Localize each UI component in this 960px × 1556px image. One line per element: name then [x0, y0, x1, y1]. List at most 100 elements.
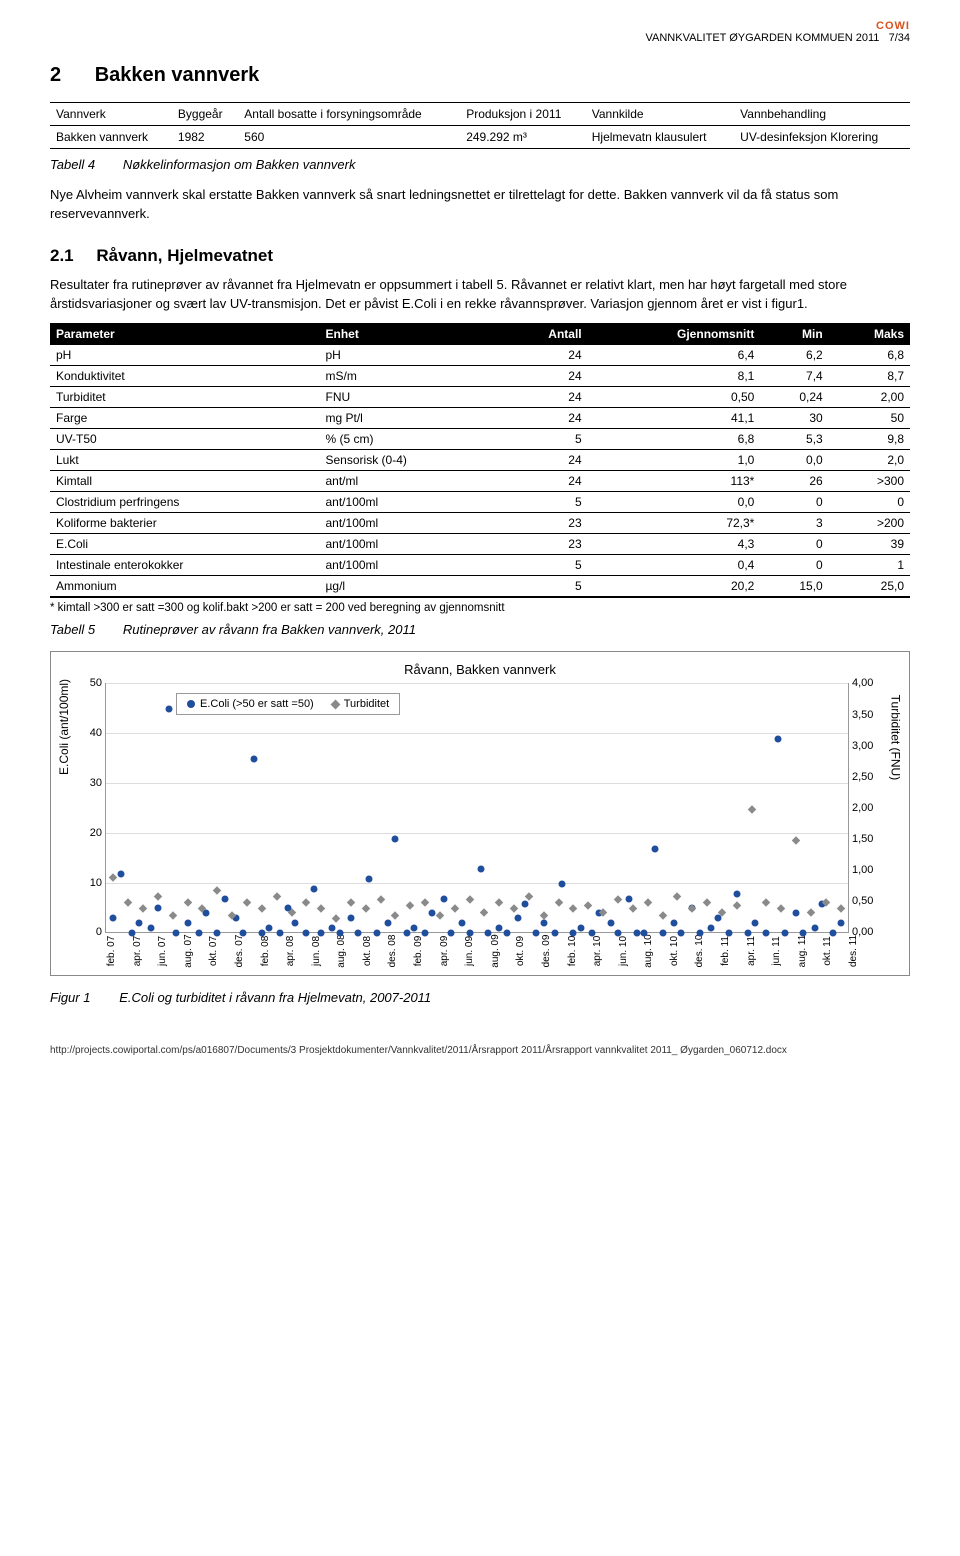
- data-table-cell: 0,50: [588, 387, 761, 408]
- chart-point: [136, 915, 143, 930]
- chart-y2tick: 4,00: [852, 677, 886, 689]
- legend-marker-circle: [187, 700, 195, 708]
- data-table-cell: 6,4: [588, 345, 761, 366]
- chart-point: [793, 905, 800, 920]
- data-table-cell: 30: [760, 408, 828, 429]
- data-table-cell: 20,2: [588, 576, 761, 598]
- data-table-cell: 4,3: [588, 534, 761, 555]
- data-table-row: pHpH246,46,26,8: [50, 345, 910, 366]
- chart-point: [170, 906, 176, 921]
- chart-point: [266, 920, 273, 935]
- data-table-cell: 113*: [588, 471, 761, 492]
- data-table-cell: % (5 cm): [320, 429, 500, 450]
- chart-point: [781, 925, 788, 940]
- data-table-cell: Clostridium perfringens: [50, 492, 320, 513]
- chart-ytick: 10: [76, 877, 102, 889]
- chart-xtick: jun. 09: [464, 936, 475, 966]
- chart-point: [800, 925, 807, 940]
- chart-y2label: Turbiditet (FNU): [889, 695, 903, 781]
- page-number: 7/34: [889, 32, 910, 44]
- chart-point: [422, 925, 429, 940]
- data-table-cell: 9,8: [829, 429, 910, 450]
- data-table-cell: Sensorisk (0-4): [320, 450, 500, 471]
- data-table-cell: 0: [760, 534, 828, 555]
- tabell4-text: Nøkkelinformasjon om Bakken vannverk: [123, 157, 356, 172]
- chart-y2tick: 3,00: [852, 740, 886, 752]
- table-footnote: * kimtall >300 er satt =300 og kolif.bak…: [50, 602, 910, 614]
- subsection-heading: 2.1 Råvann, Hjelmevatnet: [50, 246, 910, 266]
- chart-point: [355, 925, 362, 940]
- data-table-cell: 39: [829, 534, 910, 555]
- chart-point: [184, 915, 191, 930]
- chart-point: [585, 897, 591, 912]
- data-table-cell: 26: [760, 471, 828, 492]
- chart-point: [570, 900, 576, 915]
- tabell5-label: Tabell 5: [50, 622, 112, 637]
- chart-xtick: des. 11: [848, 935, 859, 967]
- subsection-number: 2.1: [50, 246, 74, 265]
- data-table-cell: 24: [500, 345, 588, 366]
- chart-xtick: jun. 08: [311, 936, 322, 966]
- chart-point: [837, 915, 844, 930]
- chart-point: [384, 915, 391, 930]
- chart-point: [633, 925, 640, 940]
- chart-xtick: apr. 09: [439, 936, 450, 967]
- chart-xtick: feb. 09: [413, 936, 424, 967]
- chart-point: [660, 906, 666, 921]
- chart-xtick: okt. 09: [515, 936, 526, 966]
- chart-point: [333, 909, 339, 924]
- info-table-header: Vannbehandling: [734, 103, 910, 126]
- chart-point: [678, 925, 685, 940]
- chart-point: [645, 894, 651, 909]
- chart-point: [185, 894, 191, 909]
- data-table-header: Antall: [500, 323, 588, 345]
- legend-ecoli: E.Coli (>50 er satt =50): [187, 698, 314, 710]
- data-table-cell: µg/l: [320, 576, 500, 598]
- data-table-cell: 3: [760, 513, 828, 534]
- data-table-cell: ant/100ml: [320, 492, 500, 513]
- data-table-row: Kimtallant/ml24113*26>300: [50, 471, 910, 492]
- legend-turb-label: Turbiditet: [344, 698, 389, 710]
- chart-point: [259, 900, 265, 915]
- chart-point: [600, 903, 606, 918]
- data-table-row: KonduktivitetmS/m248,17,48,7: [50, 366, 910, 387]
- chart-point: [570, 925, 577, 940]
- chart: E.Coli (ant/100ml) Turbiditet (FNU) E.Co…: [63, 683, 897, 963]
- chart-xtick: feb. 08: [260, 936, 271, 967]
- chart-point: [838, 900, 844, 915]
- data-table-row: Fargemg Pt/l2441,13050: [50, 408, 910, 429]
- data-table-cell: E.Coli: [50, 534, 320, 555]
- chart-point: [744, 925, 751, 940]
- data-table-row: Clostridium perfringensant/100ml50,000: [50, 492, 910, 513]
- chart-point: [559, 875, 566, 890]
- info-table-cell: 560: [238, 126, 460, 149]
- data-table-cell: 6,8: [829, 345, 910, 366]
- chart-point: [277, 925, 284, 940]
- paragraph-1: Nye Alvheim vannverk skal erstatte Bakke…: [50, 186, 910, 224]
- chart-point: [251, 751, 258, 766]
- data-table-cell: 7,4: [760, 366, 828, 387]
- data-table-cell: 50: [829, 408, 910, 429]
- legend-ecoli-label: E.Coli (>50 er satt =50): [200, 698, 314, 710]
- chart-point: [615, 891, 621, 906]
- data-table-cell: 41,1: [588, 408, 761, 429]
- data-table-cell: 1,0: [588, 450, 761, 471]
- chart-point: [214, 925, 221, 940]
- data-table-cell: 5: [500, 429, 588, 450]
- data-table-cell: Lukt: [50, 450, 320, 471]
- chart-xtick: apr. 10: [592, 936, 603, 967]
- figur1-label: Figur 1: [50, 990, 112, 1005]
- chart-point: [726, 925, 733, 940]
- chart-point: [551, 925, 558, 940]
- chart-point: [511, 900, 517, 915]
- chart-point: [310, 880, 317, 895]
- data-table-cell: FNU: [320, 387, 500, 408]
- data-table-header: Maks: [829, 323, 910, 345]
- chart-ytick: 40: [76, 727, 102, 739]
- data-table-row: UV-T50% (5 cm)56,85,39,8: [50, 429, 910, 450]
- chart-point: [774, 731, 781, 746]
- data-table-cell: Koliforme bakterier: [50, 513, 320, 534]
- chart-xtick: des. 09: [541, 935, 552, 968]
- data-table-cell: 5: [500, 576, 588, 598]
- data-table-cell: ant/ml: [320, 471, 500, 492]
